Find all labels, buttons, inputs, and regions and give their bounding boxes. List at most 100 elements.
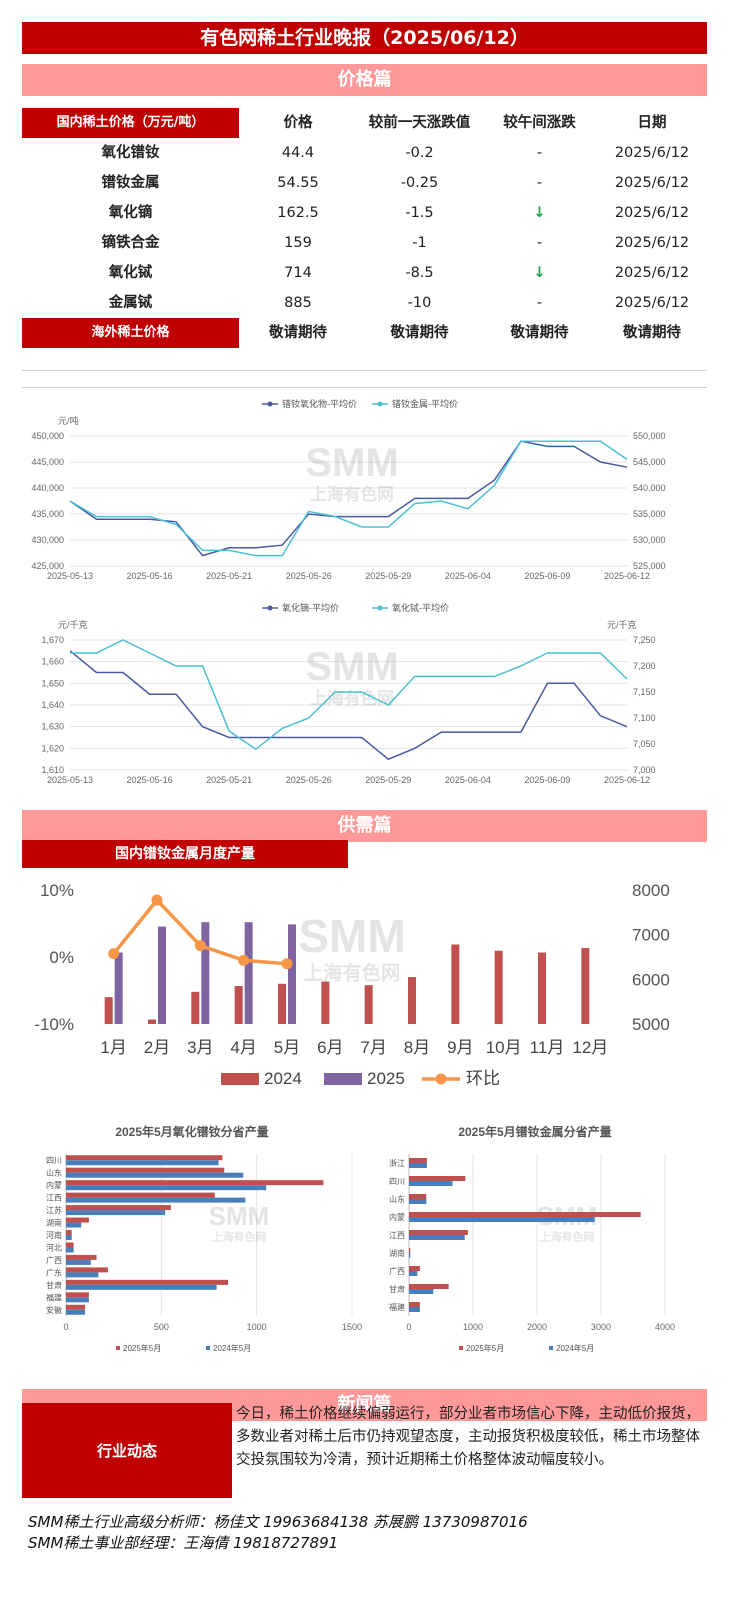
x-tick: 8月 [404, 1038, 430, 1057]
x-tick: 2025-06-04 [445, 571, 491, 581]
y-tick: 江苏 [46, 1205, 62, 1215]
divider [22, 387, 707, 388]
legend-label: 2025年5月 [123, 1343, 161, 1353]
bar-2024年5月 [409, 1235, 465, 1240]
y-tick-left: 440,000 [31, 483, 64, 493]
x-tick: 3000 [591, 1322, 611, 1332]
x-tick: 2025-06-09 [524, 775, 570, 785]
product-name: 氧化镝 [108, 205, 153, 221]
bar-2024 [191, 991, 200, 1024]
x-tick: 1500 [342, 1322, 362, 1332]
legend-marker [377, 401, 383, 407]
noon-change: - [536, 295, 543, 311]
date-value: 2025/6/12 [614, 205, 690, 221]
y-tick-right: 530,000 [633, 535, 666, 545]
overseas-value: 敬请期待 [510, 325, 569, 341]
bar-2024年5月 [409, 1217, 595, 1222]
y-tick: 广东 [46, 1267, 62, 1277]
y-tick-left: 1,650 [41, 678, 64, 688]
y-tick: 安徽 [46, 1305, 62, 1315]
legend-swatch [206, 1346, 210, 1350]
bar-2025年5月 [66, 1254, 97, 1260]
price-value: 44.4 [281, 145, 315, 161]
x-tick: 4000 [655, 1322, 675, 1332]
bar-2025 [244, 922, 253, 1024]
x-tick: 2025-05-26 [286, 775, 332, 785]
x-tick: 2025-05-16 [127, 571, 173, 581]
col-change: 较前一天涨跌值 [368, 115, 471, 131]
y-tick: 河南 [46, 1230, 62, 1240]
price-value: 885 [284, 295, 312, 311]
bar-2025年5月 [66, 1180, 324, 1186]
watermark-text: 上海有色网 [212, 1230, 267, 1244]
dy-tb-price-line-chart: 氧化镝-平均价 氧化铽-平均价 元/千克 元/千克 1,610 1,620 1,630 1,6… [22, 598, 707, 798]
bar-2024 [451, 944, 460, 1024]
y-tick-right: 550,000 [633, 431, 666, 441]
bar-2025 [288, 924, 296, 1024]
news-label: 行业动态 [22, 1403, 232, 1498]
bar-2025年5月 [409, 1158, 427, 1163]
date-value: 2025/6/12 [614, 235, 690, 251]
price-value: 714 [284, 265, 312, 281]
y-tick: 浙江 [389, 1158, 405, 1168]
bar-2024 [581, 948, 590, 1024]
y-tick-right: 7,000 [633, 765, 656, 775]
bar-2024年5月 [409, 1253, 411, 1258]
product-name: 氧化铽 [108, 265, 153, 281]
bar-2025年5月 [66, 1155, 223, 1161]
bar-2025年5月 [66, 1267, 108, 1273]
y-tick: 湖南 [389, 1248, 405, 1258]
x-tick: 10月 [486, 1038, 522, 1057]
x-tick: 2025-05-26 [286, 571, 332, 581]
legend-marker [267, 401, 273, 407]
watermark-logo: SMM [298, 910, 405, 962]
date-value: 2025/6/12 [614, 265, 690, 281]
overseas-value: 敬请期待 [623, 325, 681, 341]
watermark-text: 上海有色网 [310, 484, 394, 504]
price-table-header: 国内稀土价格（万元/吨） 价格 较前一天涨跌值 较午间涨跌 日期 [22, 108, 707, 138]
legend-label: 2025 [367, 1069, 405, 1088]
bar-2024年5月 [66, 1160, 219, 1166]
bar-2024年5月 [66, 1172, 244, 1178]
price-table: 国内稀土价格（万元/吨） 价格 较前一天涨跌值 较午间涨跌 日期 氧化镨钕 44.… [22, 108, 707, 348]
series-line [69, 440, 628, 557]
y-tick: 福建 [389, 1302, 405, 1312]
bar-2024年5月 [66, 1185, 267, 1191]
series-line [69, 650, 628, 761]
y-tick: 湖南 [46, 1218, 62, 1228]
y-tick-right: 8000 [632, 881, 670, 900]
noon-change: - [536, 175, 543, 191]
divider [22, 370, 707, 371]
legend-marker [267, 605, 273, 611]
series-line [70, 639, 628, 751]
legend-swatch [459, 1346, 463, 1350]
watermark-logo: SMM [305, 441, 398, 485]
bar-2024年5月 [409, 1307, 420, 1312]
bar-2024年5月 [66, 1235, 72, 1240]
mom-point [108, 948, 120, 960]
x-tick: 2025-05-29 [365, 775, 411, 785]
y-tick: 内蒙 [389, 1212, 405, 1222]
mom-line [112, 897, 288, 966]
bar-2025 [114, 952, 123, 1024]
y-tick-left: 1,660 [41, 657, 64, 667]
price-value: 159 [284, 235, 312, 251]
bar-2025年5月 [409, 1302, 420, 1307]
x-tick: 2025-05-21 [206, 775, 252, 785]
watermark-logo: SMM [305, 645, 398, 689]
x-tick: 2025-05-13 [47, 571, 93, 581]
y-tick-right: 545,000 [633, 457, 666, 467]
bar-2025年5月 [66, 1230, 72, 1235]
bar-2024年5月 [66, 1259, 91, 1265]
bar-2025年5月 [409, 1284, 449, 1289]
x-tick: 500 [154, 1322, 169, 1332]
monthly-output-chart: -10% 0% 10% 5000 6000 7000 8000 SMM 上海有色网 1月 2月 3月 4… [22, 872, 707, 1102]
bar-2024 [494, 950, 503, 1024]
y-tick: 内蒙 [46, 1180, 62, 1190]
y-tick-left: 445,000 [31, 457, 64, 467]
x-tick: 6月 [317, 1038, 343, 1057]
bar-2024年5月 [409, 1163, 427, 1168]
bar-2025 [201, 922, 210, 1024]
chart-title: 2025年5月氧化镨钕分省产量 [115, 1124, 268, 1139]
